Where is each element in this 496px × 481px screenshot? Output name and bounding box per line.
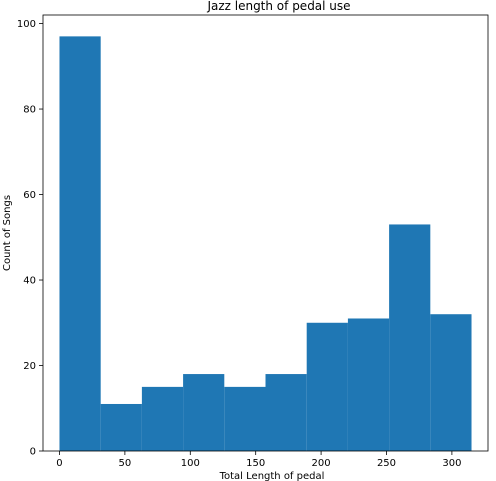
histogram-bar [306, 322, 348, 451]
y-ticks-group: 0 20 40 60 80 100 [17, 19, 43, 458]
y-tick-label: 0 [30, 447, 36, 458]
x-tick-label: 50 [119, 458, 132, 469]
x-tick-label: 250 [377, 458, 396, 469]
y-tick-label: 80 [23, 105, 36, 116]
x-tick-label: 0 [56, 458, 62, 469]
x-tick-label: 200 [312, 458, 331, 469]
axes-group [42, 14, 489, 452]
histogram-bar [100, 403, 142, 451]
bars-group [59, 36, 472, 451]
histogram-bar [183, 374, 225, 451]
x-axis-label: Total Length of pedal [219, 471, 325, 481]
x-tick-label: 100 [181, 458, 200, 469]
y-tick-label: 40 [23, 276, 36, 287]
histogram-bar [59, 36, 101, 451]
x-tick-label: 300 [442, 458, 461, 469]
y-tick-label: 60 [23, 190, 36, 201]
y-tick-label: 100 [17, 19, 36, 30]
histogram-bar [224, 386, 266, 451]
y-tick-label: 20 [23, 361, 36, 372]
y-axis-label: Count of Songs [2, 195, 13, 271]
histogram-bar [141, 386, 184, 451]
histogram-bar [389, 224, 431, 451]
chart-title: Jazz length of pedal use [206, 0, 350, 13]
histogram-bar [347, 318, 390, 451]
histogram-bar [265, 374, 307, 451]
histogram-bar [430, 314, 472, 451]
plot-frame [42, 14, 489, 452]
x-tick-label: 150 [246, 458, 265, 469]
x-ticks-group: 0 50 100 150 200 250 300 [56, 451, 461, 469]
